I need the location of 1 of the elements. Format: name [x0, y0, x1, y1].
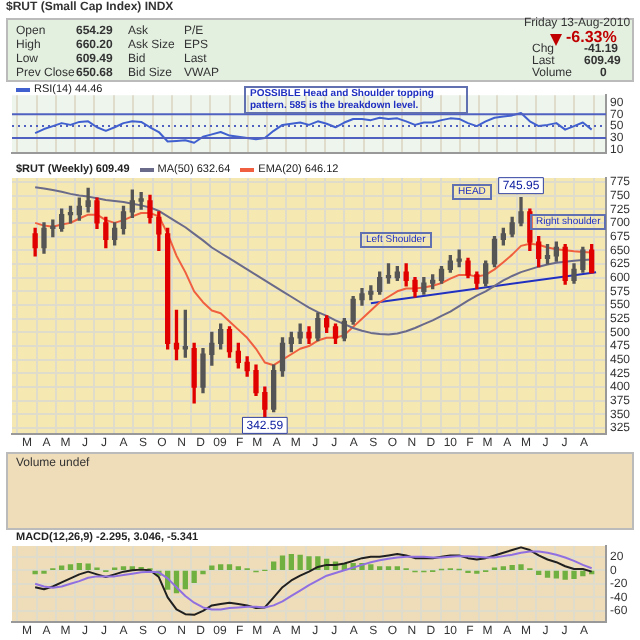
text: -6.33%	[566, 28, 617, 46]
